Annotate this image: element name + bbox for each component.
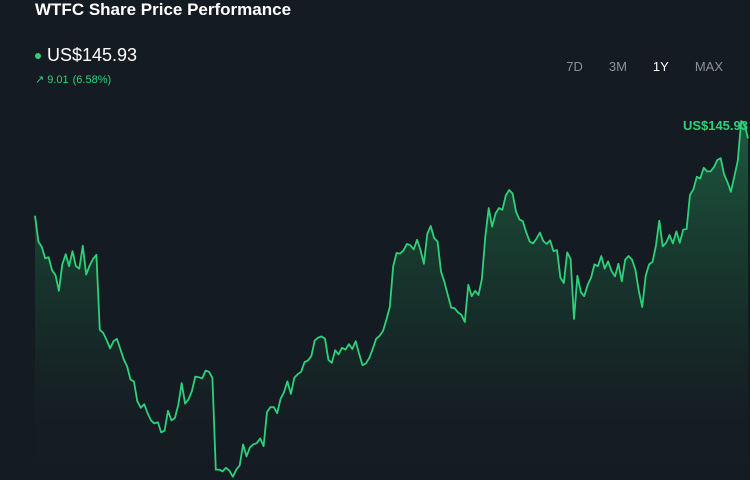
live-dot-icon bbox=[35, 52, 41, 59]
range-7d-button[interactable]: 7D bbox=[553, 59, 596, 74]
price-line bbox=[34, 120, 749, 478]
price-value: US$145.93 bbox=[47, 45, 138, 65]
last-price-label: US$145.93 bbox=[683, 118, 748, 133]
price-area bbox=[35, 121, 748, 480]
range-3m-button[interactable]: 3M bbox=[596, 59, 640, 74]
change-absolute: 9.01 bbox=[47, 73, 69, 86]
range-selector: 7D 3M 1Y MAX bbox=[553, 59, 736, 74]
range-max-button[interactable]: MAX bbox=[682, 59, 736, 74]
current-price: US$145.93 bbox=[35, 45, 137, 66]
range-1y-button[interactable]: 1Y bbox=[640, 59, 682, 74]
price-change: ↗ 9.01 (6.58%) bbox=[35, 73, 112, 87]
arrow-up-right-icon: ↗ bbox=[35, 74, 45, 86]
change-percent: (6.58%) bbox=[72, 73, 112, 86]
chart-title: WTFC Share Price Performance bbox=[35, 0, 292, 19]
